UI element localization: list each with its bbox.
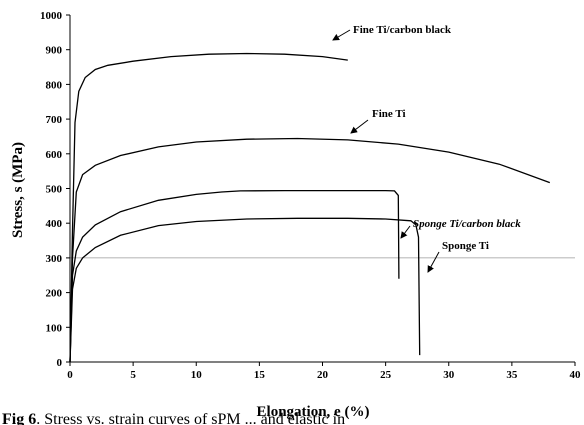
x-axis-title: Elongation, e (%) — [257, 404, 370, 420]
y-tick-label: 200 — [46, 288, 63, 300]
y-tick-label: 100 — [46, 322, 63, 334]
series-annotation: Fine Ti/carbon black — [353, 24, 452, 36]
x-tick-label: 0 — [67, 369, 73, 381]
y-axis-title: Stress, s (MPa) — [10, 142, 26, 238]
series-annotation: Fine Ti — [372, 108, 406, 120]
series-line — [69, 189, 400, 363]
x-tick-label: 40 — [570, 369, 582, 381]
figure-caption-text: . Stress vs. strain curves of sPM ... an… — [36, 411, 345, 425]
annotation-arrow — [350, 119, 369, 134]
annotation-arrow — [400, 225, 411, 239]
x-tick-label: 15 — [254, 369, 266, 381]
annotation-arrow — [427, 251, 440, 273]
y-tick-label: 600 — [46, 149, 63, 161]
series-annotation: Sponge Ti/carbon black — [413, 218, 521, 230]
y-tick-label: 800 — [46, 79, 63, 91]
x-tick-label: 25 — [380, 369, 392, 381]
x-tick-label: 20 — [317, 369, 329, 381]
series-annotation: Sponge Ti — [442, 240, 489, 252]
y-tick-label: 1000 — [40, 10, 63, 22]
series-line — [69, 217, 421, 363]
series-line — [69, 52, 348, 363]
y-tick-label: 900 — [46, 45, 63, 57]
x-tick-label: 30 — [443, 369, 455, 381]
figure-caption: Fig 6. Stress vs. strain curves of sPM .… — [2, 411, 345, 425]
y-tick-label: 0 — [57, 357, 63, 369]
y-tick-label: 500 — [46, 184, 63, 196]
x-tick-label: 10 — [191, 369, 203, 381]
annotation-arrow — [332, 29, 351, 41]
figure-caption-label: Fig 6 — [2, 411, 36, 425]
y-tick-label: 700 — [46, 114, 63, 126]
x-tick-label: 5 — [130, 369, 136, 381]
y-tick-label: 400 — [46, 218, 63, 230]
series-line — [69, 137, 551, 363]
x-tick-label: 35 — [506, 369, 518, 381]
y-tick-label: 300 — [46, 253, 63, 265]
